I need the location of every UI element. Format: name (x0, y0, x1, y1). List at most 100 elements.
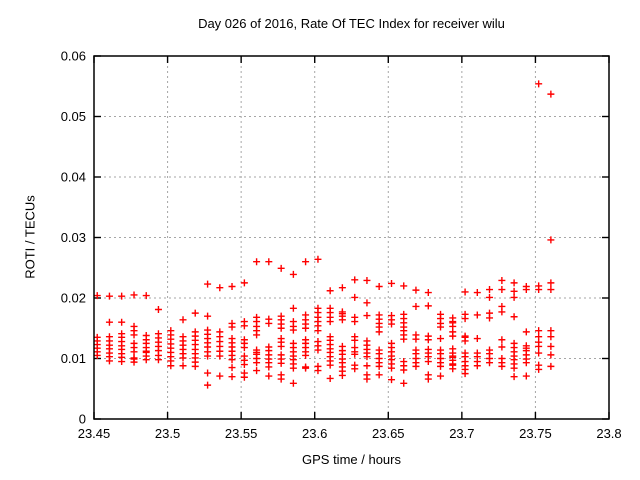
data-point-marker (473, 289, 481, 297)
data-point-marker (216, 352, 224, 360)
data-point-marker (498, 362, 506, 370)
data-point-marker (289, 326, 297, 334)
data-point-marker (179, 354, 187, 362)
data-point-marker (338, 284, 346, 292)
data-point-marker (547, 362, 555, 370)
data-point-marker (535, 286, 543, 294)
data-point-marker (191, 309, 199, 317)
y-tick-label: 0.05 (61, 109, 86, 124)
data-point-marker (204, 381, 212, 389)
data-point-marker (535, 365, 543, 373)
data-point-marker (326, 318, 334, 326)
data-point-marker (437, 362, 445, 370)
x-tick-label: 23.55 (225, 426, 258, 441)
data-point-marker (547, 342, 555, 350)
data-point-marker (547, 327, 555, 335)
data-point-marker (118, 358, 126, 366)
data-point-marker (204, 369, 212, 377)
data-point-marker (265, 258, 273, 266)
data-point-marker (400, 366, 408, 374)
plot-border (93, 55, 610, 420)
chart-title: Day 026 of 2016, Rate Of TEC Index for r… (198, 16, 505, 31)
data-point-marker (277, 264, 285, 272)
data-point-marker (535, 349, 543, 357)
data-point-marker (510, 373, 518, 381)
data-point-marker (289, 379, 297, 387)
data-point-marker (547, 236, 555, 244)
data-point-marker (424, 302, 432, 310)
x-tick-label: 23.7 (449, 426, 474, 441)
data-point-marker (486, 359, 494, 367)
data-point-marker (498, 336, 506, 344)
data-point-marker (351, 336, 359, 344)
data-point-marker (510, 287, 518, 295)
data-point-marker (510, 279, 518, 287)
data-point-marker (412, 335, 420, 343)
data-point-marker (130, 291, 138, 299)
data-point-marker (351, 293, 359, 301)
data-point-marker (253, 359, 261, 367)
data-point-marker (363, 299, 371, 307)
data-point-marker (154, 356, 162, 364)
data-point-marker (191, 362, 199, 370)
data-point-marker (400, 379, 408, 387)
y-tick-label: 0.06 (61, 49, 86, 64)
data-point-marker (486, 314, 494, 322)
data-point-marker (265, 372, 273, 380)
data-point-marker (93, 351, 101, 359)
data-point-marker (449, 365, 457, 373)
data-point-marker (473, 311, 481, 319)
data-point-marker (314, 255, 322, 263)
data-point-marker (535, 80, 543, 88)
data-point-marker (498, 343, 506, 351)
data-point-marker (240, 279, 248, 287)
data-point-marker (363, 312, 371, 320)
data-point-marker (351, 350, 359, 358)
data-point-marker (265, 363, 273, 371)
data-point-marker (412, 302, 420, 310)
data-point-marker (289, 364, 297, 372)
data-point-marker (498, 286, 506, 294)
data-point-marker (154, 305, 162, 313)
data-point-marker (326, 361, 334, 369)
data-point-marker (326, 374, 334, 382)
y-tick-label: 0.02 (61, 291, 86, 306)
x-axis-title: GPS time / hours (302, 452, 401, 467)
y-tick-label: 0 (79, 412, 86, 427)
y-tick-label: 0.03 (61, 230, 86, 245)
data-point-marker (461, 370, 469, 378)
x-tick-label: 23.75 (519, 426, 552, 441)
data-point-marker (130, 331, 138, 339)
data-point-marker (522, 359, 530, 367)
data-point-marker (388, 376, 396, 384)
data-point-marker (277, 359, 285, 367)
y-tick-label: 0.01 (61, 351, 86, 366)
data-point-marker (93, 292, 101, 300)
data-point-marker (253, 258, 261, 266)
data-point-marker (498, 276, 506, 284)
data-point-marker (498, 308, 506, 316)
data-point-marker (363, 353, 371, 361)
data-point-marker (363, 375, 371, 383)
data-point-marker (228, 323, 236, 331)
data-point-marker (424, 375, 432, 383)
data-point-marker (437, 335, 445, 343)
data-point-marker (130, 358, 138, 366)
data-point-marker (338, 316, 346, 324)
data-point-marker (375, 362, 383, 370)
data-point-marker (363, 362, 371, 370)
data-point-marker (510, 313, 518, 321)
data-point-marker (302, 324, 310, 332)
data-point-marker (522, 286, 530, 294)
data-point-marker (253, 331, 261, 339)
data-point-marker (547, 286, 555, 294)
data-point-marker (461, 337, 469, 345)
data-point-marker (424, 336, 432, 344)
data-point-marker (412, 286, 420, 294)
data-point-marker (240, 344, 248, 352)
x-tick-label: 23.65 (372, 426, 405, 441)
data-point-marker (240, 322, 248, 330)
data-point-marker (105, 318, 113, 326)
data-point-marker (510, 293, 518, 301)
